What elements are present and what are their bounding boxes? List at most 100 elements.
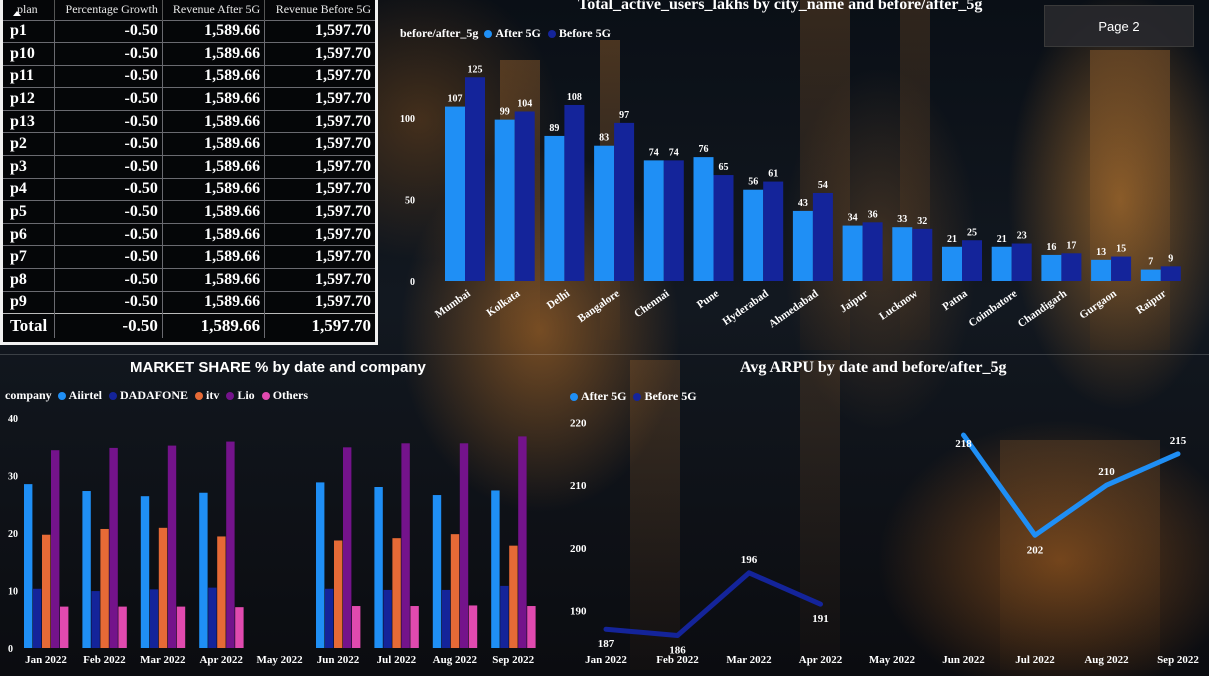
bar-before[interactable] — [763, 181, 784, 281]
y-tick-label: 40 — [8, 414, 18, 425]
col-header-revenue-after[interactable]: Revenue After 5G — [162, 0, 266, 20]
bar-dadafone[interactable] — [149, 589, 159, 648]
legend-item[interactable]: itv — [195, 388, 219, 403]
bar-others[interactable] — [527, 606, 536, 648]
legend-item[interactable]: Others — [261, 388, 308, 403]
bar-others[interactable] — [235, 607, 244, 648]
bar-after[interactable] — [792, 210, 813, 281]
bar-before[interactable] — [1061, 253, 1082, 281]
page-2-button[interactable]: Page 2 — [1044, 5, 1194, 47]
bar-lio[interactable] — [459, 443, 469, 648]
bar-after[interactable] — [643, 160, 664, 281]
bar-lio[interactable] — [167, 445, 177, 648]
bar-dadafone[interactable] — [91, 591, 100, 648]
bar-dadafone[interactable] — [208, 587, 217, 648]
table-header-row: plan Percentage Growth Revenue After 5G … — [3, 0, 375, 20]
bar-dadafone[interactable] — [33, 588, 42, 648]
bar-after[interactable] — [1041, 254, 1062, 281]
bar-lio[interactable] — [518, 436, 527, 648]
bar-lio[interactable] — [226, 441, 235, 648]
line-after[interactable] — [961, 432, 1181, 538]
bar-before[interactable] — [862, 222, 883, 281]
bar-after[interactable] — [544, 135, 565, 281]
bar-lio[interactable] — [109, 447, 118, 648]
bar-itv[interactable] — [217, 536, 226, 648]
bar-before[interactable] — [663, 160, 684, 281]
x-tick-label: Mar 2022 — [726, 654, 772, 666]
bar-before[interactable] — [465, 77, 485, 281]
bar-aiirtel[interactable] — [374, 487, 383, 648]
bar-aiirtel[interactable] — [491, 490, 500, 648]
legend-item[interactable]: After 5G — [484, 26, 541, 41]
bar-aiirtel[interactable] — [199, 492, 208, 648]
bar-dadafone[interactable] — [383, 589, 392, 648]
bar-before[interactable] — [812, 192, 833, 281]
bar-lio[interactable] — [51, 450, 60, 648]
bar-after[interactable] — [991, 246, 1012, 281]
bar-before[interactable] — [1011, 243, 1032, 281]
bar-after[interactable] — [743, 189, 764, 281]
legend-item[interactable]: Lio — [226, 388, 255, 403]
bar-after[interactable] — [892, 227, 913, 281]
bar-after[interactable] — [445, 106, 465, 281]
bar-after[interactable] — [842, 225, 863, 281]
legend-label: Aiirtel — [68, 388, 102, 402]
bar-aiirtel[interactable] — [316, 482, 325, 648]
data-label: 13 — [1096, 247, 1106, 258]
bar-dadafone[interactable] — [325, 588, 334, 648]
total-growth: -0.50 — [54, 313, 163, 338]
bar-after[interactable] — [693, 157, 714, 281]
bar-others[interactable] — [176, 606, 186, 648]
bar-itv[interactable] — [42, 534, 51, 648]
data-label: 191 — [812, 613, 829, 625]
col-header-revenue-before[interactable]: Revenue Before 5G — [275, 2, 371, 17]
bar-lio[interactable] — [343, 447, 352, 648]
cell-plan: p3 — [3, 155, 56, 179]
data-label: 74 — [649, 147, 659, 158]
bar-after[interactable] — [594, 145, 615, 281]
cell-revenue-before: 1,597.70 — [264, 290, 375, 314]
legend-item[interactable]: DADAFONE — [109, 388, 188, 403]
bar-aiirtel[interactable] — [82, 491, 91, 648]
bar-others[interactable] — [410, 606, 419, 648]
bar-before[interactable] — [564, 104, 585, 282]
sort-ascending-icon[interactable] — [13, 11, 21, 16]
bar-before[interactable] — [614, 122, 635, 281]
bar-others[interactable] — [468, 605, 478, 648]
bar-aiirtel[interactable] — [432, 495, 442, 648]
cell-revenue-after: 1,589.66 — [162, 268, 266, 292]
bar-itv[interactable] — [450, 534, 460, 648]
bar-before[interactable] — [962, 240, 982, 281]
bar-itv[interactable] — [100, 528, 109, 648]
bar-after[interactable] — [942, 246, 962, 281]
cell-revenue-after: 1,589.66 — [162, 155, 266, 179]
bar-aiirtel[interactable] — [140, 496, 150, 648]
legend-item[interactable]: Before 5G — [633, 389, 697, 404]
col-header-plan[interactable]: plan — [3, 0, 56, 20]
bar-itv[interactable] — [509, 545, 518, 648]
bar-others[interactable] — [352, 606, 361, 648]
bar-before[interactable] — [514, 111, 535, 281]
bar-others[interactable] — [60, 606, 69, 648]
legend-item[interactable]: After 5G — [570, 389, 626, 404]
bar-before[interactable] — [912, 228, 933, 281]
bar-before[interactable] — [1160, 266, 1181, 281]
bar-itv[interactable] — [158, 527, 168, 648]
bar-before[interactable] — [713, 175, 734, 281]
bar-itv[interactable] — [392, 538, 401, 648]
bar-others[interactable] — [118, 606, 127, 648]
bar-after[interactable] — [1091, 259, 1112, 281]
bar-lio[interactable] — [401, 443, 410, 648]
legend-item[interactable]: Before 5G — [547, 26, 611, 41]
y-tick-label: 190 — [570, 605, 587, 617]
bar-after[interactable] — [1140, 269, 1161, 281]
line-before[interactable] — [603, 570, 823, 638]
bar-dadafone[interactable] — [441, 589, 451, 648]
bar-dadafone[interactable] — [500, 585, 509, 648]
bar-after[interactable] — [494, 119, 515, 281]
bar-itv[interactable] — [334, 540, 343, 648]
legend-item[interactable]: Aiirtel — [57, 388, 102, 403]
col-header-growth[interactable]: Percentage Growth — [54, 0, 163, 20]
bar-aiirtel[interactable] — [24, 484, 33, 648]
bar-before[interactable] — [1111, 256, 1132, 281]
